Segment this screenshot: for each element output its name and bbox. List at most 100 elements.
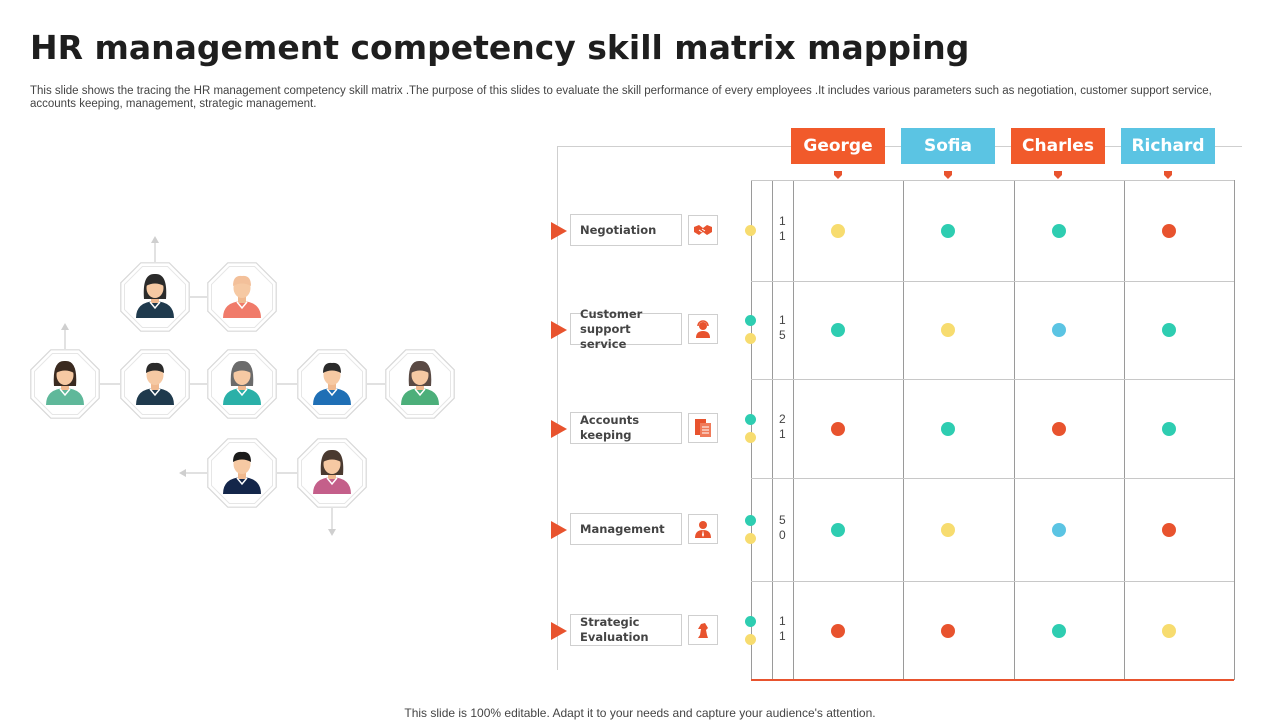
support-agent-icon [688,314,718,344]
arrow-left-icon [179,469,186,477]
footer-note: This slide is 100% editable. Adapt it to… [404,706,876,720]
number-digit: 0 [779,528,786,542]
employee-name: Charles [1022,136,1094,156]
parameter-label-box: Strategic Evaluation [570,614,682,646]
grid-column-line [1124,180,1125,680]
rating-dot-george [831,323,845,337]
status-dot [745,533,756,544]
rating-dot-sofia [941,624,955,638]
grid-row-line [751,379,1234,380]
number-digit: 1 [779,214,786,228]
number-digit: 1 [779,229,786,243]
number-digit: 1 [779,313,786,327]
status-dot [745,634,756,645]
employee-avatar [120,262,190,332]
status-dot [745,616,756,627]
status-dot [745,333,756,344]
manager-icon [688,514,718,544]
rating-dot-charles [1052,624,1066,638]
parameter-label-box: Management [570,513,682,545]
rating-dot-charles [1052,422,1066,436]
grid-bottom-line [751,679,1234,681]
employee-avatar [207,438,277,508]
grid-column-line [1234,180,1235,680]
rating-dot-richard [1162,422,1176,436]
rating-dot-george [831,523,845,537]
employee-avatar [120,349,190,419]
arrow-up-icon [61,323,69,330]
rating-dot-sofia [941,422,955,436]
number-digit: 2 [779,412,786,426]
pin-marker-icon [944,164,952,179]
page-title: HR management competency skill matrix ma… [30,28,970,67]
employee-avatar [385,349,455,419]
handshake-icon [688,215,718,245]
employee-tag-george: George [791,128,885,179]
pin-marker-icon [1054,164,1062,179]
employee-tag-richard: Richard [1121,128,1215,179]
pin-marker-icon [1164,164,1172,179]
rating-dot-richard [1162,323,1176,337]
row-pointer-arrow-icon [551,420,567,438]
grid-column-line [903,180,904,680]
employee-name: George [803,136,873,156]
employee-avatar [297,438,367,508]
row-pointer-arrow-icon [551,622,567,640]
org-chart-connectors [30,236,455,536]
rating-dot-richard [1162,523,1176,537]
employee-avatar [207,262,277,332]
matrix-bracket-horizontal [557,146,1242,147]
employee-tag-charles: Charles [1011,128,1105,179]
number-digit: 5 [779,513,786,527]
employee-avatar [297,349,367,419]
rating-dot-charles [1052,523,1066,537]
rating-dot-sofia [941,323,955,337]
parameter-label: Customer support service [580,306,643,351]
employee-avatar [207,349,277,419]
arrow-up-icon [151,236,159,243]
page-subtitle: This slide shows the tracing the HR mana… [30,85,1212,110]
parameter-label: Management [580,521,665,536]
status-dot [745,225,756,236]
rating-dot-george [831,624,845,638]
grid-row-line [751,180,1234,181]
grid-column-line [1014,180,1015,680]
parameter-label-box: Customer support service [570,307,682,351]
rating-dot-george [831,422,845,436]
employee-name: Sofia [924,136,972,156]
grid-column-line [751,180,752,680]
number-digit: 1 [779,427,786,441]
employee-avatar [30,349,100,419]
rating-dot-richard [1162,224,1176,238]
number-digit: 5 [779,328,786,342]
chess-knight-icon [688,615,718,645]
parameter-label: Negotiation [580,222,657,237]
employee-name: Richard [1131,136,1205,156]
grid-row-line [751,478,1234,479]
number-digit: 1 [779,614,786,628]
number-digit: 1 [779,629,786,643]
matrix-bracket-vertical [557,146,558,670]
parameter-label-box: Negotiation [570,214,682,246]
row-pointer-arrow-icon [551,521,567,539]
status-dot [745,315,756,326]
ledger-icon [688,413,718,443]
rating-dot-george [831,224,845,238]
row-pointer-arrow-icon [551,222,567,240]
grid-row-line [751,281,1234,282]
status-dot [745,515,756,526]
parameter-label-box: Accounts keeping [570,412,682,444]
parameter-label: Strategic Evaluation [580,615,649,644]
status-dot [745,414,756,425]
rating-dot-sofia [941,523,955,537]
pin-marker-icon [834,164,842,179]
grid-column-line [793,180,794,680]
arrow-down-icon [328,529,336,536]
rating-dot-charles [1052,224,1066,238]
grid-column-line [772,180,773,680]
grid-row-line [751,581,1234,582]
status-dot [745,432,756,443]
